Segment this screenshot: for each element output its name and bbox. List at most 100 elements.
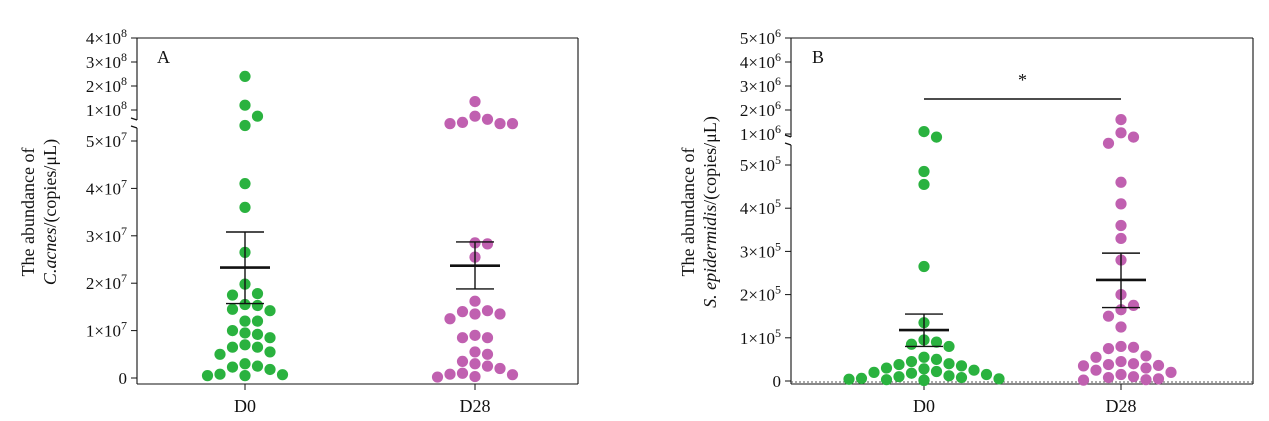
data-point: [905, 367, 918, 379]
y-tick-label: 2×105: [740, 283, 781, 305]
y-tick-label-base: 2×10: [86, 274, 121, 293]
data-point: [1140, 374, 1152, 386]
data-point: [251, 360, 264, 372]
axis-break-mark: [784, 134, 792, 146]
data-point: [431, 371, 444, 383]
data-point: [930, 336, 943, 348]
y-tick-label: 0: [119, 369, 128, 388]
data-point: [918, 126, 930, 138]
y-tick-label: 1×106: [740, 122, 781, 144]
data-point: [494, 118, 506, 130]
data-point: [980, 368, 993, 381]
y-axis-label-line2: S. epidermidis/(copies/μL): [700, 116, 721, 308]
data-point: [239, 70, 251, 82]
y-tick-label: 4×106: [740, 50, 781, 72]
data-point: [905, 338, 918, 350]
data-point: [1102, 371, 1115, 384]
data-point: [1115, 198, 1127, 210]
data-point: [1090, 351, 1102, 363]
y-tick-label: 3×107: [86, 224, 127, 246]
data-point: [930, 365, 943, 378]
data-point: [880, 362, 893, 374]
data-point: [930, 131, 943, 143]
y-tick-label-exp: 8: [121, 50, 127, 64]
y-tick-label: 4×105: [740, 196, 781, 218]
data-point: [1090, 364, 1102, 376]
data-point: [239, 315, 251, 327]
data-point: [918, 351, 930, 363]
data-point: [251, 288, 264, 300]
data-point: [1115, 219, 1127, 232]
data-point: [494, 362, 506, 375]
y-tick-label-exp: 7: [121, 271, 127, 285]
y-axis-label: The abundance of C.acnes/(copies/μL): [18, 139, 61, 285]
y-axis-label-units: /(copies/μL): [700, 116, 721, 205]
data-point: [469, 329, 481, 341]
data-point: [494, 308, 506, 320]
data-point: [226, 303, 239, 315]
panel-label: B: [812, 47, 824, 67]
y-tick-label-base: 1×10: [86, 101, 121, 120]
data-point: [1077, 374, 1090, 386]
data-point: [251, 299, 264, 312]
y-tick-label-base: 3×10: [740, 242, 775, 261]
data-point: [444, 313, 456, 325]
data-point: [239, 99, 251, 111]
data-point: [456, 332, 469, 344]
data-point: [264, 305, 276, 317]
data-point: [943, 358, 955, 370]
x-category-label: D28: [460, 396, 491, 416]
data-point: [226, 341, 239, 353]
data-point: [918, 374, 930, 387]
data-point: [251, 110, 264, 122]
panel-label: A: [157, 47, 170, 67]
data-point: [1115, 127, 1127, 139]
data-point: [469, 295, 481, 307]
data-point: [868, 366, 880, 378]
data-point: [918, 260, 930, 273]
data-point: [1152, 373, 1165, 385]
data-point: [1102, 358, 1115, 371]
y-tick-label-base: 4×10: [740, 199, 775, 218]
data-point: [214, 348, 226, 360]
data-point: [1127, 131, 1140, 143]
data-point: [239, 119, 251, 132]
data-point: [469, 96, 481, 108]
data-point: [239, 298, 251, 311]
data-point: [239, 339, 251, 351]
data-point: [1127, 371, 1140, 383]
data-point: [239, 178, 251, 190]
data-point: [264, 332, 276, 344]
data-point: [276, 369, 289, 381]
data-point: [955, 371, 968, 384]
y-tick-label: 3×106: [740, 74, 781, 96]
y-tick-label: 0: [773, 372, 782, 391]
data-point: [880, 374, 893, 386]
data-point: [506, 369, 519, 381]
axis-break-mark: [130, 117, 138, 129]
data-point: [1152, 359, 1165, 372]
data-point: [918, 165, 930, 178]
data-point: [214, 368, 226, 380]
data-point: [239, 201, 251, 213]
y-tick-label-base: 2×10: [740, 101, 775, 120]
data-point: [943, 370, 955, 382]
data-point: [456, 355, 469, 368]
y-tick-label-base: 4×10: [86, 29, 121, 48]
data-point: [1077, 360, 1090, 372]
y-tick-label: 5×105: [740, 153, 781, 175]
y-tick-label-base: 4×10: [86, 179, 121, 198]
data-point: [469, 358, 481, 370]
y-tick-label-base: 5×10: [86, 132, 121, 151]
data-point: [1102, 343, 1115, 355]
data-point: [226, 289, 239, 301]
data-point: [1127, 341, 1140, 353]
data-point: [444, 368, 456, 380]
y-tick-label-exp: 8: [121, 74, 127, 88]
data-point: [993, 373, 1005, 385]
data-point: [1115, 232, 1127, 245]
y-tick-label-base: 1×10: [86, 322, 121, 341]
y-tick-label-exp: 6: [775, 122, 781, 136]
y-tick-label-exp: 7: [121, 319, 127, 333]
